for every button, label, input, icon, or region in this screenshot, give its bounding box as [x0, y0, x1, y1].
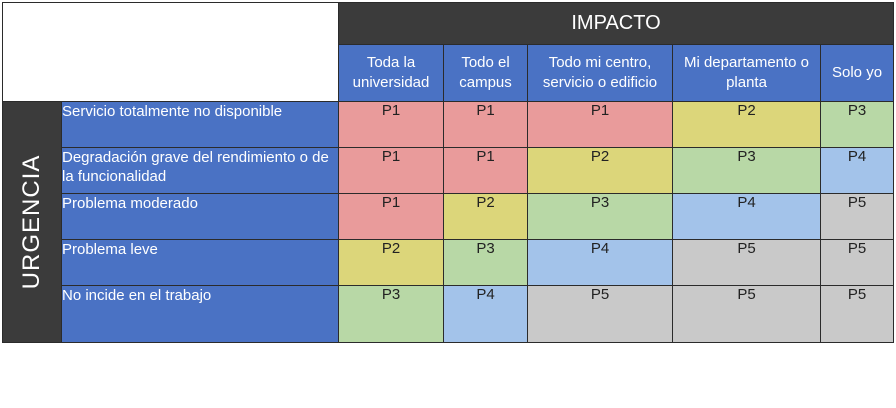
urgency-row: No incide en el trabajo P3 P4 P5 P5 P5 — [3, 285, 895, 343]
urgency-row: Problema leve P2 P3 P4 P5 P5 — [3, 239, 895, 286]
priority-cell: P5 — [819, 239, 895, 286]
priority-cell: P3 — [527, 193, 673, 240]
urgency-row: Problema moderado P1 P2 P3 P4 P5 — [3, 193, 895, 240]
impact-column-header: Toda la universidad — [338, 44, 444, 102]
impact-column-header: Mi departamento o planta — [672, 44, 821, 102]
priority-cell: P5 — [672, 285, 821, 343]
priority-cell: P4 — [672, 193, 821, 240]
priority-cell: P2 — [443, 193, 528, 240]
priority-cell: P5 — [819, 285, 895, 343]
urgency-row-label: Problema moderado — [61, 193, 339, 240]
priority-cell: P4 — [527, 239, 673, 286]
priority-cell: P2 — [672, 101, 821, 148]
priority-cell: P4 — [443, 285, 528, 343]
priority-matrix: IMPACTO Toda la universidad Todo el camp… — [2, 2, 895, 343]
urgency-row: URGENCIA Servicio totalmente no disponib… — [2, 101, 895, 343]
urgency-header: URGENCIA — [2, 101, 62, 343]
priority-cell: P1 — [338, 101, 444, 148]
urgency-row-label: Problema leve — [61, 239, 339, 286]
priority-cell: P3 — [672, 147, 821, 194]
priority-cell: P3 — [338, 285, 444, 343]
priority-cell: P1 — [443, 101, 528, 148]
priority-cell: P4 — [819, 147, 895, 194]
priority-cell: P1 — [338, 147, 444, 194]
priority-cell: P2 — [527, 147, 673, 194]
priority-cell: P2 — [338, 239, 444, 286]
impact-header: IMPACTO — [337, 2, 895, 45]
urgency-row: Degradación grave del rendimiento o de l… — [3, 147, 895, 194]
corner-blank — [2, 2, 339, 102]
priority-cell: P1 — [338, 193, 444, 240]
priority-cell: P1 — [443, 147, 528, 194]
impact-column-header: Todo mi centro, servicio o edificio — [527, 44, 673, 102]
impact-column-header: Todo el campus — [443, 44, 528, 102]
priority-cell: P5 — [527, 285, 673, 343]
priority-cell: P1 — [527, 101, 673, 148]
priority-cell: P5 — [819, 193, 895, 240]
urgency-row-label: Degradación grave del rendimiento o de l… — [61, 147, 339, 194]
urgency-row-label: Servicio totalmente no disponible — [61, 101, 339, 148]
impact-column-header: Solo yo — [819, 44, 895, 102]
priority-cell: P3 — [443, 239, 528, 286]
priority-cell: P5 — [672, 239, 821, 286]
urgency-label: URGENCIA — [18, 154, 45, 290]
urgency-row-label: No incide en el trabajo — [61, 285, 339, 343]
priority-cell: P3 — [819, 101, 895, 148]
